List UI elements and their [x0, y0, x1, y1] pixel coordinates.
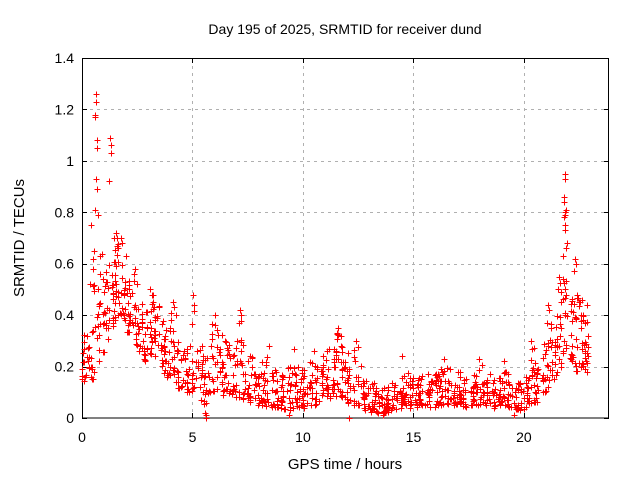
x-tick-label: 15 [406, 429, 422, 445]
y-tick-label: 0.4 [55, 307, 75, 323]
y-tick-label: 0.6 [55, 256, 75, 272]
y-tick-label: 0.8 [55, 204, 75, 220]
x-tick-label: 5 [189, 429, 197, 445]
x-tick-label: 20 [516, 429, 532, 445]
x-tick-label: 10 [295, 429, 311, 445]
axis-ticks [82, 58, 609, 419]
plot-border [82, 58, 609, 419]
chart-title: Day 195 of 2025, SRMTID for receiver dun… [208, 21, 481, 37]
x-tick-labels: 0 5 10 15 20 [78, 429, 532, 445]
y-tick-label: 1.2 [55, 101, 75, 117]
y-tick-label: 0.2 [55, 359, 75, 375]
y-tick-label: 1 [66, 153, 74, 169]
y-tick-label: 1.4 [55, 50, 75, 66]
y-tick-labels: 0 0.2 0.4 0.6 0.8 1 1.2 1.4 [55, 50, 75, 426]
data-points-srmtid [79, 91, 592, 422]
y-tick-label: 0 [66, 410, 74, 426]
x-axis-label: GPS time / hours [288, 456, 402, 473]
x-tick-label: 0 [78, 429, 86, 445]
y-axis-label: SRMTID / TECUs [11, 179, 28, 297]
